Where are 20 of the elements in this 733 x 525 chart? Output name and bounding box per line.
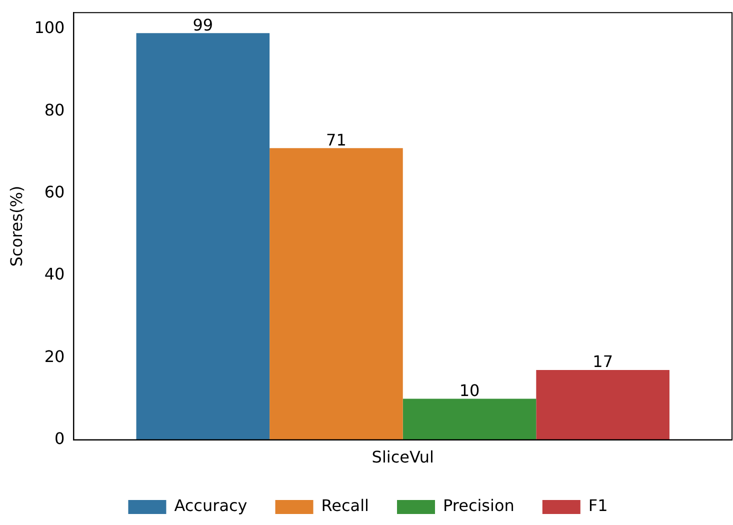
legend-label: F1 (588, 496, 608, 516)
y-tick-label: 40 (44, 264, 65, 284)
legend-label: Recall (321, 496, 370, 516)
y-axis-title: Scores(%) (6, 186, 26, 267)
data-label: 10 (459, 380, 480, 400)
bar (536, 370, 670, 440)
bar (136, 33, 270, 440)
y-tick-label: 100 (34, 18, 65, 38)
y-tick-label: 20 (44, 346, 65, 366)
data-label: 99 (192, 15, 214, 34)
y-tick-label: 0 (54, 428, 65, 448)
x-tick-label: SliceVul (372, 448, 434, 467)
legend-label: Precision (443, 496, 514, 516)
bar (402, 398, 536, 440)
data-label: 71 (326, 130, 346, 150)
legend-label: Accuracy (174, 496, 248, 516)
data-label: 17 (592, 352, 613, 372)
bar (270, 148, 403, 440)
y-tick-label: 60 (44, 182, 65, 202)
y-tick-label: 80 (44, 100, 65, 120)
